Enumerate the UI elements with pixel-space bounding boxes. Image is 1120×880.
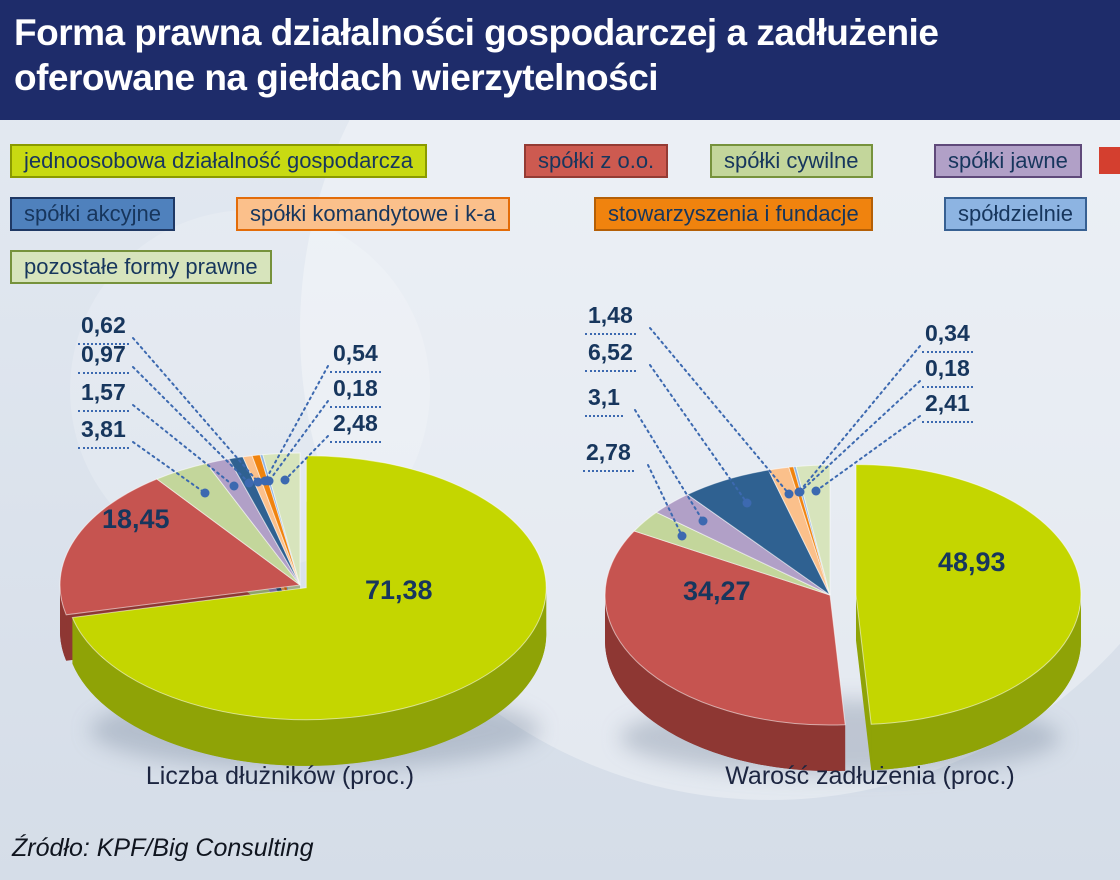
right-pie-value-spolki-komandytowe: 1,48	[585, 302, 636, 335]
legend-item-pozostale: pozostałe formy prawne	[10, 250, 272, 284]
right-pie-slice-pozostale	[795, 464, 831, 596]
leader-dot	[795, 487, 805, 497]
leader-dot	[200, 488, 210, 498]
leader-dot	[698, 516, 708, 526]
legend-item-spolki-cywilne: spółki cywilne	[710, 144, 873, 178]
title-banner: Forma prawna działalności gospodarczej a…	[0, 0, 1120, 120]
right-pie-wall-jednoosobowa	[871, 594, 1081, 771]
left-pie-value-spolki-z-oo: 18,45	[102, 504, 170, 534]
right-pie-value-pozostale: 2,41	[922, 390, 973, 423]
right-pie-value-spolki-jawne: 3,1	[585, 384, 623, 417]
leader-dot	[253, 477, 263, 487]
title-line-1: Forma prawna działalności gospodarczej a…	[14, 12, 939, 53]
left-chart-caption: Liczba dłużników (proc.)	[145, 762, 415, 790]
leader-line	[264, 365, 329, 482]
source-credit: Źródło: KPF/Big Consulting	[12, 834, 314, 862]
right-pie-value-spolki-cywilne: 2,78	[583, 439, 634, 472]
leader-line	[284, 435, 329, 481]
leader-line	[634, 409, 704, 522]
left-pie-value-spolki-cywilne: 3,81	[78, 416, 129, 449]
left-pie-value-spoldzielnie: 0,18	[330, 375, 381, 408]
leader-dot	[244, 478, 254, 488]
leader-line	[798, 345, 921, 493]
leader-line	[649, 364, 748, 504]
leader-dot	[264, 476, 274, 486]
legend-item-spolki-akcyjne: spółki akcyjne	[10, 197, 175, 231]
legend-item-spolki-komandytowe: spółki komandytowe i k-a	[236, 197, 510, 231]
left-pie-slice-spolki-z-oo	[59, 478, 302, 616]
left-pie-value-jednoosobowa: 71,38	[365, 575, 433, 605]
legend-item-spolki-z-oo: spółki z o.o.	[524, 144, 669, 178]
legend-item-jednoosobowa: jednoosobowa działalność gospodarcza	[10, 144, 427, 178]
leader-line	[649, 327, 790, 495]
title-line-2: oferowane na giełdach wierzytelności	[14, 57, 659, 99]
leader-line	[132, 404, 235, 487]
right-pie-slice-jednoosobowa	[855, 463, 1082, 725]
leader-line	[132, 366, 250, 484]
red-accent-square	[1099, 147, 1120, 174]
right-pie-wall-spolki-z-oo	[605, 595, 846, 771]
page-title: Forma prawna działalności gospodarczej a…	[0, 0, 1120, 100]
left-pie-wall-jednoosobowa	[72, 587, 547, 766]
legend-item-stowarzyszenia-fundacje: stowarzyszenia i fundacje	[594, 197, 873, 231]
left-pie-slice-pozostale	[262, 452, 301, 586]
legend-item-spolki-jawne: spółki jawne	[934, 144, 1082, 178]
left-pie-value-pozostale: 2,48	[330, 410, 381, 443]
right-pie-slice-spolki-z-oo	[604, 530, 846, 726]
leader-line	[132, 337, 259, 483]
right-chart-caption: Warość zadłużenia (proc.)	[725, 762, 1015, 790]
right-pie-value-spolki-akcyjne: 6,52	[585, 339, 636, 372]
right-pie-value-jednoosobowa: 48,93	[938, 547, 1006, 577]
leader-line	[647, 464, 683, 537]
left-pie-value-spolki-jawne: 1,57	[78, 379, 129, 412]
leader-dot	[229, 481, 239, 491]
leader-dot	[784, 489, 794, 499]
left-pie-value-spolki-komandytowe: 0,62	[78, 312, 129, 345]
legend-item-spoldzielnie: spółdzielnie	[944, 197, 1087, 231]
leader-line	[268, 400, 329, 482]
leader-dot	[677, 531, 687, 541]
right-pie-value-spoldzielnie: 0,18	[922, 355, 973, 388]
right-pie-value-stowarzyszenia-fundacje: 0,34	[922, 320, 973, 353]
left-pie-value-stowarzyszenia-fundacje: 0,54	[330, 340, 381, 373]
left-pie-slice-jednoosobowa	[71, 455, 547, 721]
leader-dot	[811, 486, 821, 496]
left-pie-value-spolki-akcyjne: 0,97	[78, 341, 129, 374]
leader-dot	[280, 475, 290, 485]
left-pie-wall-spolki-z-oo	[60, 585, 67, 661]
leader-line	[132, 441, 206, 494]
right-pie-value-spolki-z-oo: 34,27	[683, 576, 751, 606]
leader-dot	[742, 498, 752, 508]
